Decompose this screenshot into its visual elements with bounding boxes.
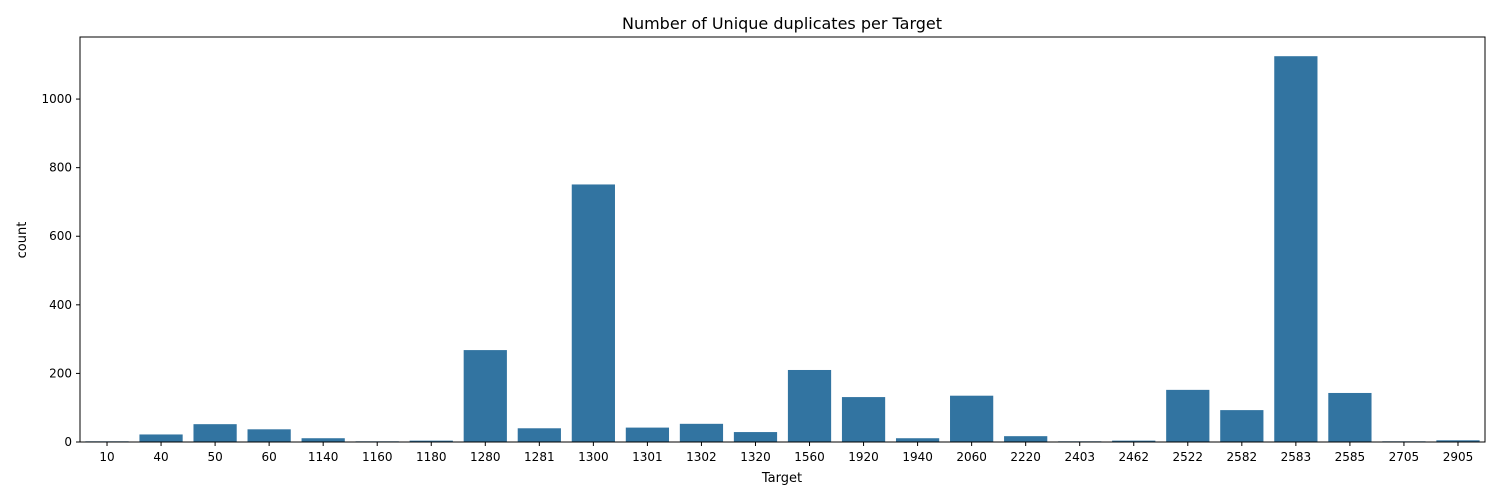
y-tick-label: 0 — [64, 435, 72, 449]
x-tick-label: 2403 — [1064, 450, 1095, 464]
x-tick-label: 2583 — [1281, 450, 1312, 464]
bar-1280 — [463, 350, 507, 442]
x-tick-label: 1302 — [686, 450, 717, 464]
y-tick-label: 800 — [49, 161, 72, 175]
bar-1560 — [787, 369, 832, 442]
bar-1140 — [301, 438, 345, 442]
x-tick-label: 2522 — [1173, 450, 1204, 464]
bar-2060 — [950, 395, 994, 442]
x-tick-label: 1281 — [524, 450, 555, 464]
x-tick-label: 1560 — [794, 450, 825, 464]
x-tick-label: 2585 — [1335, 450, 1366, 464]
bar-1940 — [895, 438, 940, 442]
bar-40 — [139, 434, 183, 442]
x-tick-label: 1920 — [848, 450, 879, 464]
chart-title: Number of Unique duplicates per Target — [622, 14, 942, 33]
x-tick-label: 2462 — [1118, 450, 1149, 464]
y-tick-label: 400 — [49, 298, 72, 312]
y-tick-label: 600 — [49, 229, 72, 243]
bar-2905 — [1436, 440, 1480, 442]
y-axis-ticks: 0 200 400 600 800 1000 — [41, 92, 80, 449]
y-tick-label: 200 — [49, 366, 72, 380]
bar-1302 — [679, 423, 724, 442]
x-tick-label: 2905 — [1443, 450, 1474, 464]
x-tick-label: 40 — [153, 450, 168, 464]
bar-1301 — [625, 427, 670, 442]
x-tick-label: 1320 — [740, 450, 771, 464]
bar-2582 — [1220, 410, 1264, 442]
x-tick-label: 2220 — [1010, 450, 1041, 464]
plot-frame — [79, 36, 1486, 443]
x-tick-label: 1300 — [578, 450, 609, 464]
bar-2220 — [1004, 436, 1048, 442]
bar-50 — [193, 424, 237, 442]
x-tick-label: 1280 — [470, 450, 501, 464]
x-tick-label: 2705 — [1389, 450, 1420, 464]
x-tick-label: 1180 — [416, 450, 447, 464]
x-axis-label: Target — [761, 471, 802, 486]
bars-group — [85, 56, 1480, 442]
bar-1920 — [841, 397, 886, 442]
bar-1300 — [571, 184, 615, 442]
x-tick-label: 2582 — [1227, 450, 1258, 464]
bar-1320 — [733, 432, 778, 442]
x-tick-label: 60 — [261, 450, 276, 464]
bar-2585 — [1328, 392, 1372, 442]
bar-2583 — [1274, 56, 1318, 442]
bar-1180 — [409, 440, 453, 442]
bar-2522 — [1166, 389, 1210, 442]
x-tick-label: 1140 — [308, 450, 339, 464]
y-axis-label: count — [15, 222, 30, 259]
x-tick-label: 1301 — [632, 450, 663, 464]
bar-1281 — [517, 428, 561, 442]
x-axis-ticks: 10 40 50 60 1140 1160 1180 1280 1281 1300 1301 1302… — [99, 442, 1473, 464]
x-tick-label: 1940 — [902, 450, 933, 464]
bar-2462 — [1112, 440, 1156, 442]
x-tick-label: 2060 — [956, 450, 987, 464]
x-tick-label: 10 — [99, 450, 114, 464]
x-tick-label: 1160 — [362, 450, 393, 464]
x-tick-label: 50 — [207, 450, 222, 464]
bar-60 — [247, 429, 291, 442]
y-tick-label: 1000 — [41, 92, 72, 106]
